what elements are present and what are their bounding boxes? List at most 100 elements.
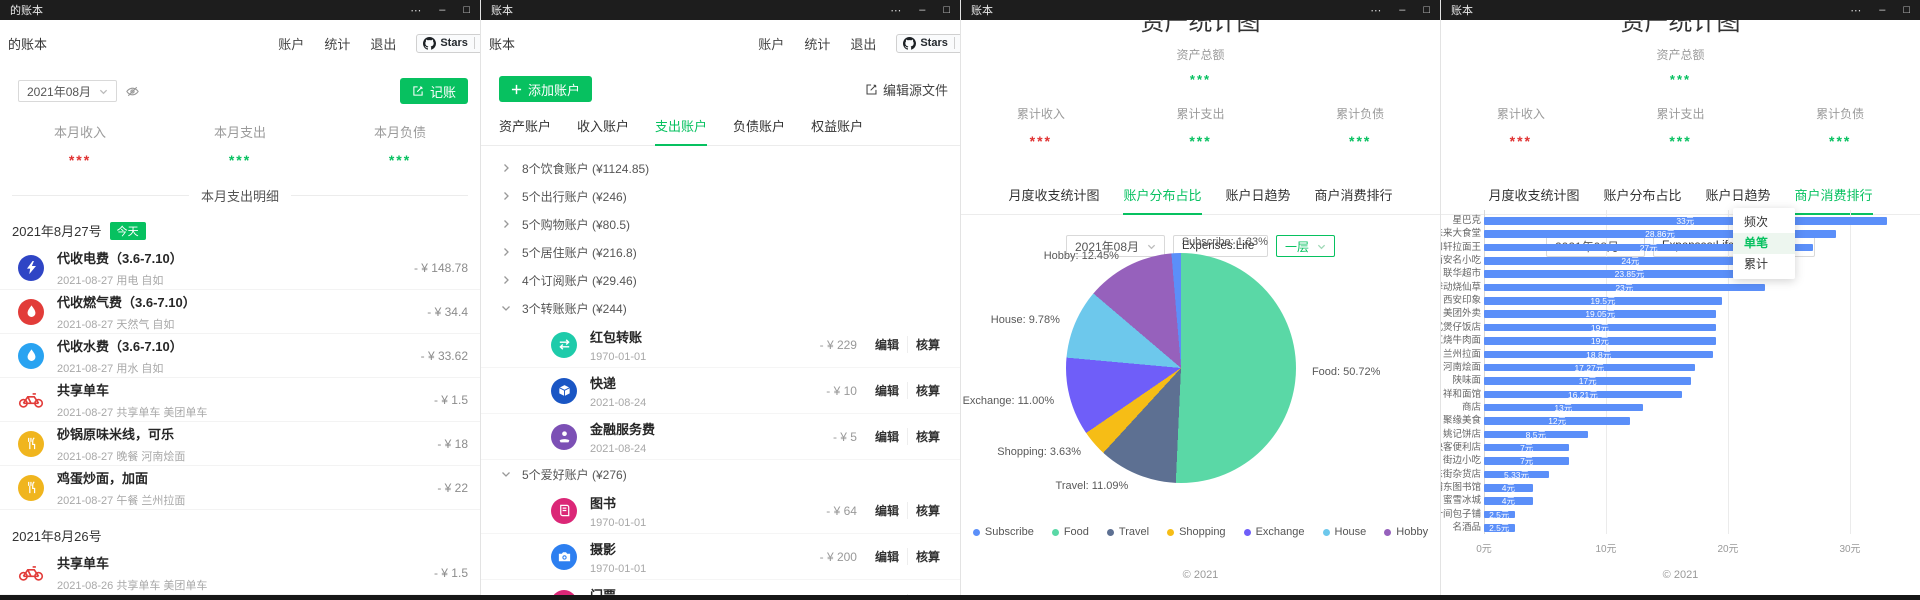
account-date: 2021-08-24	[590, 442, 647, 455]
depth-select[interactable]: 一层	[1276, 235, 1336, 257]
tab-负债账户[interactable]: 负债账户	[733, 119, 786, 134]
account-input[interactable]: Expenses:Life	[1173, 235, 1269, 257]
nav-item-账户[interactable]: 账户	[278, 36, 305, 52]
bar-category-label: 和轩拉面王	[1441, 241, 1481, 253]
account-title: 红包转账	[590, 329, 643, 345]
tab-月度收支统计图[interactable]: 月度收支统计图	[1488, 188, 1580, 203]
maximize-icon[interactable]: □	[943, 3, 950, 16]
month-select[interactable]: 2021年08月	[18, 80, 118, 102]
dropdown-option-累计[interactable]: 累计	[1744, 257, 1769, 271]
tab-支出账户[interactable]: 支出账户	[655, 116, 708, 146]
action-核算[interactable]: 核算	[906, 594, 948, 595]
legend-item-exchange[interactable]: Exchange	[1243, 526, 1305, 538]
legend-item-travel[interactable]: Travel	[1106, 526, 1149, 538]
maximize-icon[interactable]: □	[1903, 3, 1910, 16]
github-stars-button[interactable]: Stars 4	[896, 33, 960, 53]
nav-item-统计[interactable]: 统计	[324, 36, 351, 52]
account-group-row[interactable]: 5个爱好账户 (¥276)	[481, 460, 960, 488]
github-stars-button[interactable]: Stars 4	[416, 33, 480, 53]
action-核算[interactable]: 核算	[906, 428, 948, 445]
month-select[interactable]: 2021年08月	[1065, 235, 1166, 257]
action-编辑[interactable]: 编辑	[874, 430, 899, 444]
nav-item-账户[interactable]: 账户	[758, 36, 785, 52]
bar-row: 名酒品 2.5元	[1441, 521, 1920, 534]
action-核算[interactable]: 核算	[906, 336, 948, 353]
bar-value-label: 5.33元	[1503, 469, 1530, 480]
dropdown-option-频次[interactable]: 频次	[1744, 215, 1769, 229]
eye-off-icon[interactable]	[125, 84, 140, 99]
minimize-icon[interactable]: –	[919, 3, 926, 16]
action-核算[interactable]: 核算	[906, 548, 948, 565]
account-row: 摄影 1970-01-01 - ¥ 200 编辑 核算	[481, 534, 960, 580]
chevron-down-icon	[99, 87, 108, 96]
action-编辑[interactable]: 编辑	[874, 504, 899, 518]
tab-商户消费排行[interactable]: 商户消费排行	[1314, 188, 1393, 203]
account-group-row[interactable]: 5个出行账户 (¥246)	[481, 182, 960, 210]
summary-label: 本月支出	[213, 125, 266, 140]
account-group-row[interactable]: 4个订阅账户 (¥29.46)	[481, 266, 960, 294]
tab-月度收支统计图[interactable]: 月度收支统计图	[1008, 188, 1100, 203]
action-编辑[interactable]: 编辑	[874, 338, 899, 352]
more-icon[interactable]: ⋯	[1850, 4, 1862, 17]
bar: 23元	[1484, 284, 1765, 292]
bar-category-label: 快客便利店	[1441, 441, 1481, 453]
nav-item-退出[interactable]: 退出	[850, 36, 877, 52]
pie-label-subscribe: Subscribe: 1.33%	[1181, 236, 1268, 249]
action-编辑[interactable]: 编辑	[874, 384, 899, 398]
tab-账户分布占比[interactable]: 账户分布占比	[1123, 185, 1202, 215]
legend-item-hobby[interactable]: Hobby	[1384, 526, 1428, 538]
account-group-row[interactable]: 3个转账账户 (¥244)	[481, 294, 960, 322]
transaction-amount: - ¥ 22	[437, 480, 468, 495]
minimize-icon[interactable]: –	[1399, 3, 1406, 16]
tab-资产账户[interactable]: 资产账户	[499, 119, 552, 134]
nav-item-统计[interactable]: 统计	[804, 36, 831, 52]
tab-账户日趋势[interactable]: 账户日趋势	[1705, 188, 1771, 203]
action-编辑[interactable]: 编辑	[874, 550, 899, 564]
legend-item-food[interactable]: Food	[1051, 526, 1089, 538]
bar-row: 西安名小吃 24元	[1441, 254, 1920, 267]
minimize-icon[interactable]: –	[439, 3, 446, 16]
window-stats-ranking: 账本 ⋯ – □ 资产统计图 资产总额 *** 累计收入 *** 累计支出 *** 累计负债…	[1440, 0, 1920, 595]
add-account-button[interactable]: 添加账户	[499, 76, 593, 102]
dropdown-option-单笔[interactable]: 单笔	[1733, 233, 1795, 254]
account-group-row[interactable]: 5个居住账户 (¥216.8)	[481, 238, 960, 266]
summary-col: 本月收入 ***	[0, 122, 160, 168]
tab-商户消费排行[interactable]: 商户消费排行	[1794, 185, 1873, 215]
edit-source-link[interactable]: 编辑源文件	[865, 80, 948, 99]
legend-item-shopping[interactable]: Shopping	[1167, 526, 1226, 538]
minimize-icon[interactable]: –	[1879, 3, 1886, 16]
bar-row: 兰州拉面 18.8元	[1441, 348, 1920, 361]
bar-row: 红烧牛肉面 19元	[1441, 334, 1920, 347]
taskbar[interactable]	[0, 595, 1920, 600]
bar-value-label: 2.5元	[1489, 509, 1510, 520]
transaction-info: 共享单车 2021-08-27 共享单车 美团单车	[57, 380, 434, 420]
tab-账户分布占比[interactable]: 账户分布占比	[1603, 188, 1682, 203]
action-核算[interactable]: 核算	[906, 502, 948, 519]
bar-category-label: 西安名小吃	[1441, 255, 1481, 267]
bar-row: 和轩拉面王 27元	[1441, 241, 1920, 254]
legend-item-house[interactable]: House	[1322, 526, 1366, 538]
more-icon[interactable]: ⋯	[890, 4, 902, 17]
maximize-icon[interactable]: □	[463, 3, 470, 16]
bar-category-label: 陕味面	[1452, 375, 1481, 387]
transaction-row: 代收燃气费（3.6-7.10） 2021-08-27 天然气 自如 - ¥ 34.4	[0, 290, 480, 334]
record-button[interactable]: 记账	[399, 78, 468, 104]
account-info: 金融服务费 2021-08-24	[590, 419, 833, 455]
tab-收入账户[interactable]: 收入账户	[577, 119, 630, 134]
tab-账户日趋势[interactable]: 账户日趋势	[1225, 188, 1291, 203]
account-group-row[interactable]: 8个饮食账户 (¥1124.85)	[481, 154, 960, 182]
account-group-row[interactable]: 5个购物账户 (¥80.5)	[481, 210, 960, 238]
nav-item-退出[interactable]: 退出	[370, 36, 397, 52]
action-核算[interactable]: 核算	[906, 382, 948, 399]
bar: 17.27元	[1484, 364, 1695, 372]
tab-权益账户[interactable]: 权益账户	[811, 119, 864, 134]
maximize-icon[interactable]: □	[1423, 3, 1430, 16]
legend-item-subscribe[interactable]: Subscribe	[972, 526, 1034, 538]
gridline	[1850, 210, 1851, 534]
more-icon[interactable]: ⋯	[410, 4, 422, 17]
window-controls: ⋯ – □	[410, 4, 470, 17]
more-icon[interactable]: ⋯	[1370, 4, 1382, 17]
edit-source-label: 编辑源文件	[882, 82, 948, 98]
transaction-subtitle: 2021-08-26 共享单车 美团单车	[57, 579, 208, 592]
pie-label-travel: Travel: 11.09%	[1055, 480, 1129, 493]
